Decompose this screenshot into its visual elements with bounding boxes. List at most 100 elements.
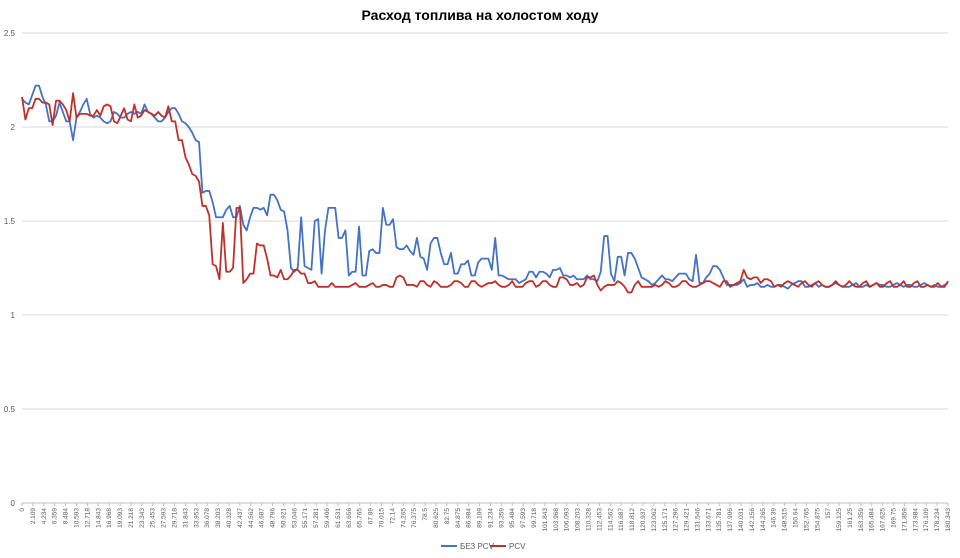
- y-tick-label: 0.5: [4, 405, 16, 414]
- x-tick-label: 131.546: [694, 508, 701, 532]
- legend-label: PCV: [509, 542, 526, 551]
- series-line-pcv: [21, 92, 949, 294]
- x-tick-label: 61.531: [335, 508, 342, 528]
- x-tick-label: 72.14: [389, 508, 396, 525]
- x-tick-label: 48.796: [270, 508, 277, 528]
- x-tick-label: 40.328: [226, 508, 233, 528]
- x-tick-label: 97.593: [520, 508, 527, 528]
- x-tick-label: 44.562: [248, 508, 255, 528]
- x-tick-label: 135.781: [716, 508, 723, 532]
- x-tick-label: 27.593: [161, 508, 168, 528]
- x-tick-label: 89.109: [477, 508, 484, 528]
- x-tick-label: 53.046: [291, 508, 298, 528]
- x-tick-label: 146.39: [771, 508, 778, 528]
- x-tick-label: 46.687: [259, 508, 266, 528]
- x-tick-label: 148.515: [782, 508, 789, 532]
- y-tick-label: 1: [11, 311, 16, 320]
- x-tick-label: 70.015: [379, 508, 386, 528]
- x-tick-label: 171.859: [901, 508, 908, 532]
- y-tick-label: 1.5: [4, 217, 16, 226]
- y-tick-label: 2: [11, 123, 16, 132]
- x-tick-label: 31.843: [182, 508, 189, 528]
- legend: БЕЗ PCV PCV: [441, 542, 526, 551]
- x-tick-label: 6.359: [52, 508, 59, 525]
- x-tick-label: 0: [19, 508, 26, 512]
- x-tick-label: 161.25: [847, 508, 854, 528]
- x-tick-label: 42.437: [237, 508, 244, 528]
- x-tick-label: 165.484: [869, 508, 876, 532]
- x-tick-label: 38.203: [215, 508, 222, 528]
- x-tick-label: 110.328: [585, 508, 592, 531]
- x-tick-label: 106.093: [564, 508, 571, 532]
- x-tick-label: 163.359: [858, 508, 865, 532]
- x-tick-label: 118.812: [629, 508, 636, 531]
- x-tick-label: 10.593: [73, 508, 80, 528]
- x-tick-label: 55.171: [302, 508, 309, 528]
- x-tick-label: 50.921: [280, 508, 287, 528]
- x-tick-label: 127.296: [673, 508, 680, 532]
- x-tick-label: 157: [825, 508, 832, 519]
- x-tick-label: 101.843: [542, 508, 549, 532]
- x-tick-label: 74.265: [400, 508, 407, 528]
- x-tick-label: 65.765: [357, 508, 364, 528]
- x-tick-label: 63.656: [346, 508, 353, 528]
- x-tick-label: 169.75: [891, 508, 898, 528]
- x-tick-label: 129.421: [684, 508, 691, 532]
- x-tick-label: 99.718: [531, 508, 538, 528]
- x-tick-label: 82.75: [444, 508, 451, 525]
- x-tick-label: 140.031: [738, 508, 745, 532]
- x-tick-label: 178.234: [934, 508, 941, 532]
- x-tick-label: 114.562: [607, 508, 614, 531]
- x-tick-label: 8.484: [63, 508, 70, 525]
- x-tick-label: 76.375: [411, 508, 418, 528]
- x-tick-label: 2.109: [30, 508, 37, 525]
- x-tick-label: 86.984: [466, 508, 473, 528]
- x-tick-label: 108.203: [575, 508, 582, 532]
- x-tick-label: 16.968: [106, 508, 113, 528]
- x-tick-label: 91.234: [487, 508, 494, 528]
- x-axis-ticks: 0 2.109 4.234 6.359 8.484 10.593 12.718 14.843 1…: [19, 503, 952, 532]
- x-tick-label: 150.64: [792, 508, 799, 528]
- x-tick-label: 33.953: [193, 508, 200, 528]
- x-tick-label: 103.968: [553, 508, 560, 532]
- chart-title: Расход топлива на холостом ходу: [362, 7, 599, 23]
- x-tick-label: 144.265: [760, 508, 767, 532]
- x-tick-label: 36.078: [204, 508, 211, 528]
- x-tick-label: 14.843: [95, 508, 102, 528]
- x-tick-label: 21.218: [128, 508, 135, 528]
- x-tick-label: 93.359: [498, 508, 505, 528]
- x-tick-label: 19.093: [117, 508, 124, 528]
- x-tick-label: 180.343: [945, 508, 952, 532]
- legend-label: БЕЗ PCV: [460, 542, 495, 551]
- x-tick-label: 173.984: [912, 508, 919, 532]
- x-tick-label: 4.234: [41, 508, 48, 525]
- x-tick-label: 133.671: [705, 508, 712, 532]
- x-tick-label: 120.937: [640, 508, 647, 532]
- x-tick-label: 142.156: [749, 508, 756, 532]
- x-tick-label: 137.906: [727, 508, 734, 532]
- x-tick-label: 29.718: [172, 508, 179, 528]
- x-tick-label: 95.484: [509, 508, 516, 528]
- x-tick-label: 23.343: [139, 508, 146, 528]
- x-tick-label: 152.765: [803, 508, 810, 532]
- x-tick-label: 123.062: [651, 508, 658, 532]
- y-tick-label: 0: [11, 499, 16, 508]
- x-tick-label: 84.875: [455, 508, 462, 528]
- x-tick-label: 67.89: [368, 508, 375, 525]
- x-tick-label: 78.5: [422, 508, 429, 521]
- x-tick-label: 59.406: [324, 508, 331, 528]
- x-tick-label: 80.625: [433, 508, 440, 528]
- y-axis-ticks: 0 0.5 1 1.5 2 2.5: [4, 29, 16, 508]
- x-tick-label: 112.453: [596, 508, 603, 531]
- x-tick-label: 176.109: [923, 508, 930, 532]
- x-tick-label: 154.875: [814, 508, 821, 532]
- x-tick-label: 159.125: [836, 508, 843, 532]
- x-tick-label: 116.687: [618, 508, 625, 531]
- x-tick-label: 57.281: [313, 508, 320, 528]
- x-tick-label: 125.171: [662, 508, 669, 532]
- y-tick-label: 2.5: [4, 29, 16, 38]
- x-tick-label: 12.718: [84, 508, 91, 528]
- series-lines: [21, 84, 949, 294]
